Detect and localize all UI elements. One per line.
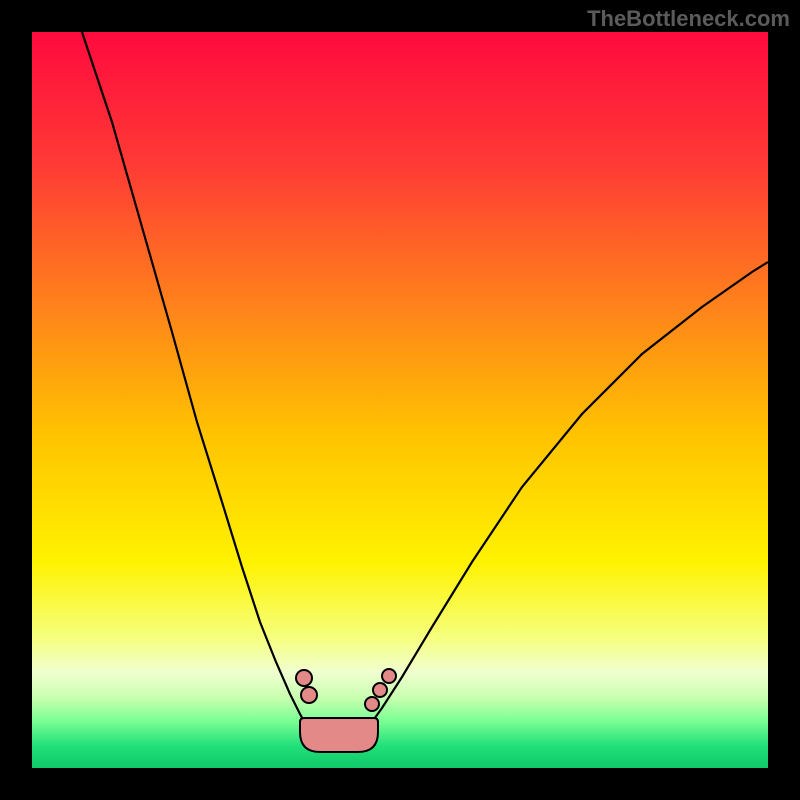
bead xyxy=(373,683,387,697)
chart-frame xyxy=(32,32,768,768)
bead xyxy=(365,697,379,711)
chart-background xyxy=(32,32,768,768)
bead xyxy=(301,687,317,703)
trough xyxy=(300,718,378,752)
chart-svg xyxy=(32,32,768,768)
watermark: TheBottleneck.com xyxy=(587,6,790,32)
bead xyxy=(296,670,312,686)
bead xyxy=(382,669,396,683)
